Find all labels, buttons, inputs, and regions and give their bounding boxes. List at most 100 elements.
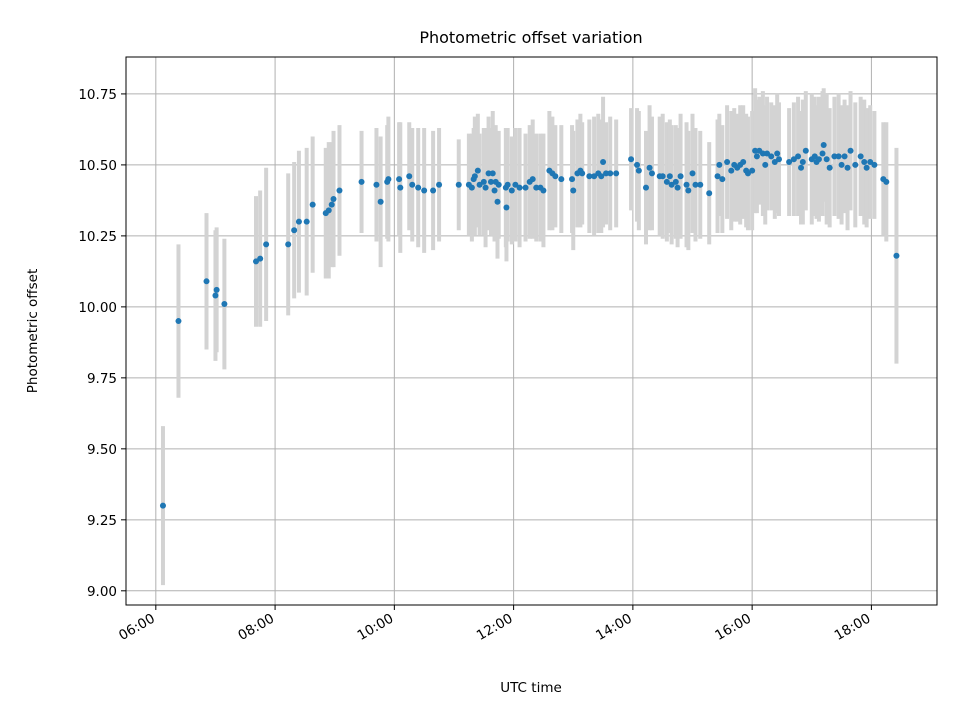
data-point — [495, 181, 502, 188]
data-point — [257, 255, 264, 262]
data-point — [471, 173, 478, 180]
data-point — [820, 142, 827, 149]
data-point — [291, 227, 298, 234]
chart-title: Photometric offset variation — [419, 28, 642, 47]
data-point — [303, 218, 310, 225]
data-point — [558, 176, 565, 183]
data-point — [883, 178, 890, 185]
y-tick-label: 9.00 — [87, 584, 117, 600]
data-points — [159, 142, 900, 509]
y-tick-label: 9.75 — [87, 371, 117, 387]
data-point — [397, 184, 404, 191]
data-point — [385, 176, 392, 183]
data-point — [823, 156, 830, 163]
data-point — [819, 150, 826, 157]
data-point — [893, 252, 900, 259]
data-point — [857, 153, 864, 160]
data-point — [635, 167, 642, 174]
data-point — [373, 181, 380, 188]
data-point — [802, 147, 809, 154]
data-point — [552, 173, 559, 180]
data-point — [396, 176, 403, 183]
data-point — [485, 170, 492, 177]
data-point — [325, 207, 332, 214]
data-point — [529, 176, 536, 183]
data-point — [175, 318, 182, 325]
data-point — [482, 184, 489, 191]
data-point — [494, 198, 501, 205]
data-point — [503, 204, 510, 211]
data-point — [406, 173, 413, 180]
data-point — [598, 173, 605, 180]
data-point — [685, 187, 692, 194]
y-tick-label: 10.75 — [78, 87, 117, 103]
data-point — [212, 292, 219, 299]
data-point — [838, 161, 845, 168]
data-point — [659, 173, 666, 180]
data-point — [841, 153, 848, 160]
data-point — [663, 178, 670, 185]
data-point — [762, 161, 769, 168]
data-point — [799, 159, 806, 166]
data-point — [719, 176, 726, 183]
data-point — [714, 173, 721, 180]
data-point — [752, 147, 759, 154]
data-point — [491, 187, 498, 194]
data-point — [377, 198, 384, 205]
data-point — [328, 201, 335, 208]
data-point — [522, 184, 529, 191]
data-point — [815, 156, 822, 163]
data-point — [847, 147, 854, 154]
data-point — [844, 164, 851, 171]
data-point — [697, 181, 704, 188]
data-point — [489, 170, 496, 177]
data-point — [455, 181, 462, 188]
data-point — [871, 161, 878, 168]
data-point — [706, 190, 713, 197]
data-point — [203, 278, 210, 285]
data-point — [586, 173, 593, 180]
data-point — [508, 187, 515, 194]
data-point — [674, 184, 681, 191]
data-point — [692, 181, 699, 188]
data-point — [716, 161, 723, 168]
data-point — [533, 184, 540, 191]
data-point — [666, 173, 673, 180]
data-point — [774, 150, 781, 157]
data-point — [795, 153, 802, 160]
data-point — [749, 167, 756, 174]
data-point — [861, 159, 868, 166]
data-point — [579, 170, 586, 177]
data-point — [768, 153, 775, 160]
data-point — [415, 184, 422, 191]
data-point — [487, 178, 494, 185]
data-point — [724, 159, 731, 166]
data-point — [759, 150, 766, 157]
y-tick-label: 10.00 — [78, 300, 117, 316]
data-point — [628, 156, 635, 163]
data-point — [648, 170, 655, 177]
y-tick-label: 10.50 — [78, 158, 117, 174]
data-point — [436, 181, 443, 188]
data-point — [480, 178, 487, 185]
data-point — [358, 178, 365, 185]
data-point — [570, 187, 577, 194]
data-point — [798, 164, 805, 171]
data-point — [646, 164, 653, 171]
data-point — [689, 170, 696, 177]
data-point — [409, 181, 416, 188]
data-point — [336, 187, 343, 194]
y-tick-label: 9.25 — [87, 513, 117, 529]
data-point — [569, 176, 576, 183]
data-point — [683, 181, 690, 188]
data-point — [677, 173, 684, 180]
y-tick-label: 10.25 — [78, 229, 117, 245]
y-axis: 9.00 9.25 9.50 9.75 10.00 10.25 10.50 10.75 — [78, 87, 126, 600]
y-axis-label: Photometric offset — [25, 269, 41, 393]
data-point — [642, 184, 649, 191]
plot-frame — [125, 56, 938, 606]
data-point — [831, 153, 838, 160]
data-point — [504, 181, 511, 188]
data-point — [600, 159, 607, 166]
data-point — [516, 184, 523, 191]
